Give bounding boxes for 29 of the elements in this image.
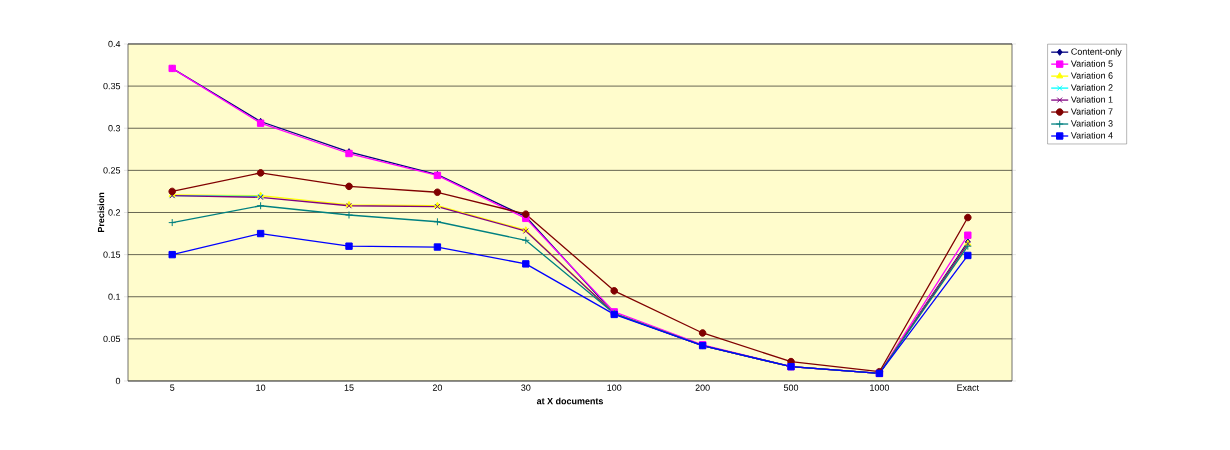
x-tick-label: 100 (607, 384, 622, 391)
y-tick-label: 0.3 (108, 125, 121, 132)
y-tick-label: 0.25 (103, 167, 121, 174)
legend-label: Variation 1 (1070, 96, 1113, 103)
x-axis-title: at X documents (536, 397, 604, 405)
x-tick-label: 1000 (870, 384, 890, 391)
legend-label: Variation 4 (1070, 132, 1113, 139)
legend-label: Content-only (1071, 48, 1122, 57)
legend-label: Variation 3 (1070, 120, 1113, 127)
x-tick-label: 200 (695, 384, 710, 391)
x-tick-label: 500 (783, 384, 799, 391)
x-tick-label: Exact (957, 384, 979, 391)
y-tick-label: 0.35 (103, 82, 121, 90)
y-tick-label: 0.4 (108, 40, 121, 48)
legend-label: Variation 2 (1070, 84, 1113, 91)
y-tick-label: 0.2 (108, 209, 121, 216)
x-tick-label: 20 (432, 384, 443, 391)
x-tick-label: 10 (256, 384, 266, 391)
y-tick-label: 0.1 (108, 293, 121, 300)
legend-label: Variation 7 (1070, 108, 1113, 115)
legend-label: Variation 6 (1070, 72, 1113, 79)
y-tick-label: 0.05 (103, 335, 121, 343)
x-tick-label: 30 (521, 384, 531, 391)
y-axis-title: Precision (97, 192, 105, 233)
y-tick-label: 0.15 (103, 251, 121, 258)
y-tick-label: 0 (115, 377, 121, 385)
legend-label: Variation 5 (1070, 60, 1113, 67)
x-tick-label: 15 (344, 384, 354, 391)
x-tick-label: 5 (170, 384, 175, 391)
